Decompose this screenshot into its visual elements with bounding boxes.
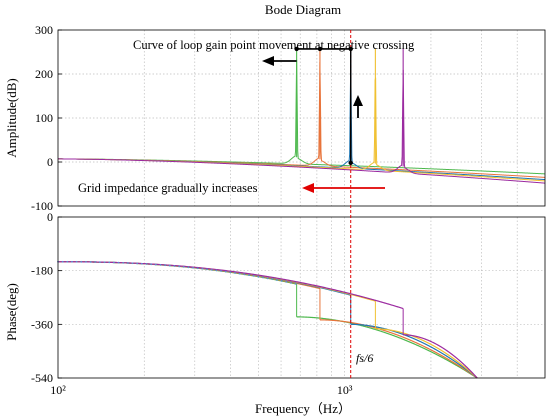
phase-point-marker	[89, 261, 92, 263]
x-tick-label: 10³	[337, 383, 353, 397]
phase-point-marker	[289, 281, 292, 284]
loop-gain-point	[294, 46, 299, 52]
crossing-point	[348, 160, 353, 166]
grid-layer	[58, 30, 545, 378]
phase-point-marker	[122, 261, 125, 264]
phase-point-marker	[108, 261, 111, 264]
phase-point-marker	[280, 280, 283, 282]
phase-series-lower	[350, 323, 478, 379]
phase-series-upper	[58, 261, 404, 310]
y-axis-label-phase: Phase(deg)	[4, 283, 19, 341]
phase-point-marker	[238, 272, 241, 275]
phase-point-marker	[61, 260, 64, 263]
phase-point-marker	[66, 260, 69, 263]
phase-point-marker	[215, 269, 218, 272]
phase-point-marker	[94, 261, 97, 263]
phase-point-marker	[117, 261, 120, 264]
amplitude-series-line	[58, 59, 546, 175]
phase-point-marker	[192, 266, 194, 269]
phase-series-upper	[58, 261, 321, 290]
phase-point-marker	[196, 267, 199, 270]
phase-series-upper	[58, 261, 297, 285]
amplitude-series-line	[58, 69, 546, 184]
phase-series-lower	[375, 328, 478, 379]
y-tick-label-amplitude: 100	[35, 111, 53, 125]
x-tick-label: 10²	[50, 383, 66, 397]
phase-point-marker	[243, 273, 246, 276]
phase-point-marker	[248, 274, 250, 277]
phase-series-upper	[58, 261, 376, 302]
phase-point-marker	[154, 263, 157, 266]
phase-axes-frame	[57, 216, 546, 379]
phase-point-marker	[103, 261, 106, 264]
y-tick-label-amplitude: 200	[35, 67, 53, 81]
annotation-grid-impedance: Grid impedance gradually increases	[78, 181, 258, 195]
phase-point-marker	[266, 277, 269, 280]
phase-point-marker	[210, 268, 213, 271]
phase-point-marker	[159, 264, 162, 266]
phase-series-upper	[58, 261, 351, 296]
phase-point-marker	[187, 266, 190, 269]
chart-title: Bode Diagram	[265, 2, 341, 17]
phase-point-marker	[112, 261, 115, 264]
y-axis-label-amplitude: Amplitude(dB)	[4, 78, 19, 157]
phase-point-marker	[206, 268, 208, 271]
phase-point-marker	[164, 264, 167, 267]
phase-point-marker	[178, 265, 180, 268]
curve-layer	[57, 48, 546, 379]
red-arrow-head	[302, 183, 314, 193]
phase-series-lower	[319, 319, 478, 379]
y-tick-label-phase: -180	[31, 264, 53, 278]
phase-point-marker	[234, 272, 236, 274]
phase-point-marker	[131, 262, 134, 265]
phase-point-marker	[262, 276, 264, 279]
phase-point-marker	[140, 262, 143, 265]
phase-point-marker	[145, 263, 148, 265]
phase-point-marker	[85, 260, 87, 263]
phase-point-marker	[220, 270, 222, 272]
phase-point-marker	[182, 265, 185, 268]
y-tick-label-amplitude: 0	[47, 155, 53, 169]
phase-series-lower	[403, 334, 478, 379]
loop-gain-point	[317, 46, 323, 52]
phase-series-lower	[296, 316, 478, 379]
y-tick-label-phase: -360	[31, 317, 53, 331]
phase-point-marker	[126, 262, 129, 264]
y-tick-label-amplitude: 300	[35, 23, 53, 37]
phase-point-marker	[173, 265, 176, 267]
phase-point-marker	[257, 275, 260, 278]
phase-point-marker	[136, 262, 139, 265]
phase-point-marker	[71, 260, 73, 263]
phase-point-marker	[99, 261, 101, 264]
phase-point-marker	[285, 281, 288, 283]
phase-point-marker	[276, 279, 278, 281]
phase-point-marker	[224, 270, 227, 273]
phase-point-marker	[252, 274, 255, 277]
phase-point-marker	[201, 267, 204, 270]
y-tick-label-amplitude: -100	[31, 199, 53, 213]
fs6-marker-label: fs/6	[356, 351, 373, 365]
left-arrow-head	[262, 56, 274, 66]
annotation-layer	[262, 30, 385, 378]
phase-point-marker	[80, 260, 83, 263]
phase-point-marker	[75, 260, 78, 263]
phase-point-marker	[229, 271, 232, 274]
phase-point-marker	[150, 263, 153, 266]
phase-point-marker	[271, 278, 274, 281]
up-arrow-head	[353, 95, 363, 106]
phase-point-marker	[168, 264, 171, 267]
y-tick-label-phase: -540	[31, 371, 53, 385]
x-axis-label: Frequency（Hz）	[255, 401, 351, 416]
phase-point-marker	[294, 282, 297, 285]
y-tick-label-phase: 0	[47, 210, 53, 224]
annotation-loop-gain: Curve of loop gain point movement at neg…	[133, 38, 415, 52]
